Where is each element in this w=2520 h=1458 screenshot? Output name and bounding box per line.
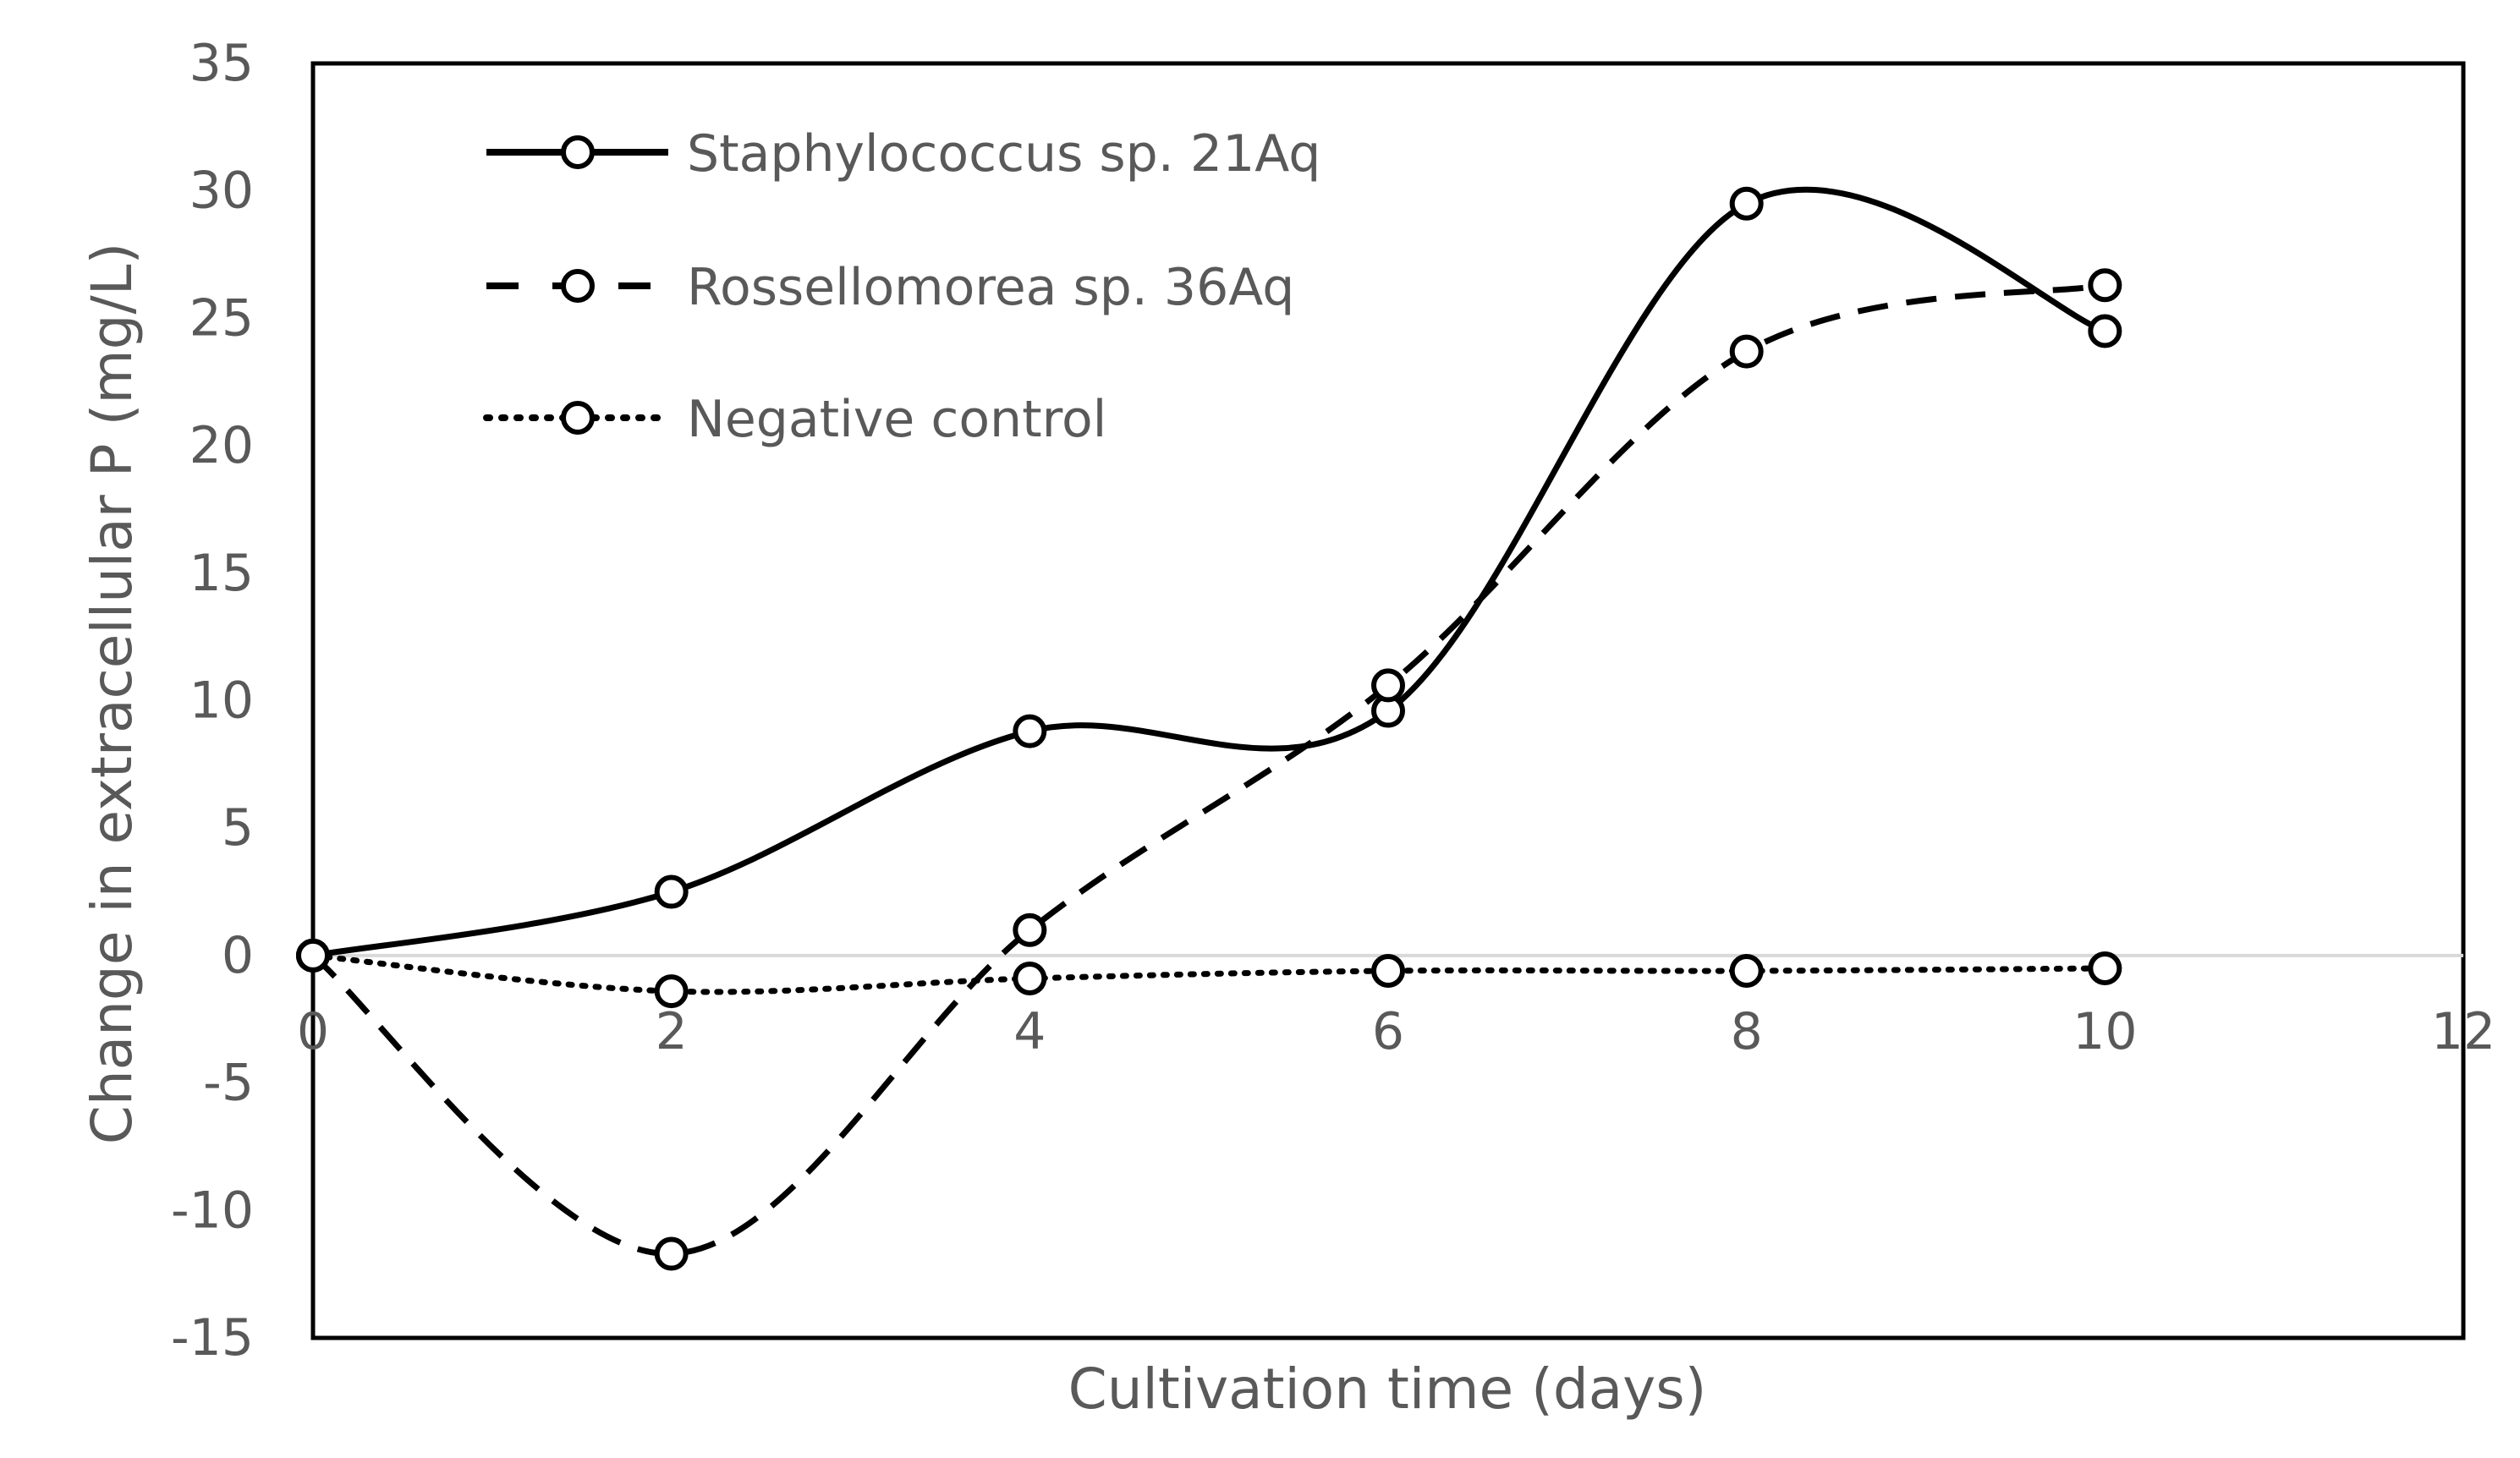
legend-marker: [561, 401, 595, 435]
x-tick-label: 6: [1372, 1002, 1404, 1061]
y-tick-label: 5: [222, 798, 254, 858]
data-point-marker: [1371, 953, 1405, 988]
data-point-marker: [1729, 953, 1764, 988]
y-axis-title: Change in extracellular P (mg/L): [80, 243, 145, 1145]
data-point-marker: [2088, 951, 2122, 985]
y-tick-label: 15: [189, 544, 254, 603]
y-tick-label: -10: [171, 1181, 254, 1240]
series-3: [296, 938, 2122, 1009]
y-tick-label: 30: [189, 162, 254, 221]
legend-label: Negative control: [687, 390, 1106, 449]
x-axis-title: Cultivation time (days): [1068, 1357, 1707, 1422]
data-point-marker: [1371, 668, 1405, 703]
legend-label: Rossellomorea sp. 36Aq: [687, 258, 1294, 317]
data-point-marker: [1729, 334, 1764, 369]
x-tick-label: 0: [297, 1002, 329, 1061]
x-tick-label: 4: [1013, 1002, 1046, 1061]
data-point-marker: [1013, 913, 1047, 947]
legend-marker: [561, 135, 595, 169]
y-tick-label: -5: [203, 1054, 254, 1113]
data-point-marker: [296, 938, 330, 973]
x-tick-label: 10: [2073, 1002, 2137, 1061]
plot-area-border: [310, 61, 2466, 1340]
legend-marker: [561, 269, 595, 303]
legend-item-2: Rossellomorea sp. 36Aq: [486, 258, 1294, 317]
series-line: [310, 282, 2105, 1258]
x-tick-label: 2: [656, 1002, 688, 1061]
legend-item-1: Staphylococcus sp. 21Aq: [486, 124, 1320, 184]
x-tick-label: 8: [1731, 1002, 1763, 1061]
y-tick-label: -15: [171, 1308, 254, 1368]
x-tick-label: 12: [2431, 1002, 2495, 1061]
series-line: [310, 952, 2108, 995]
legend-label: Staphylococcus sp. 21Aq: [687, 124, 1320, 184]
data-point-marker: [654, 974, 689, 1009]
data-point-marker: [2088, 268, 2122, 303]
data-point-marker: [1729, 186, 1764, 221]
y-tick-label: 10: [189, 671, 254, 731]
y-tick-label: 20: [189, 416, 254, 475]
data-point-marker: [2088, 314, 2122, 348]
data-point-marker: [1013, 962, 1047, 996]
data-point-marker: [1013, 714, 1047, 748]
y-tick-label: 35: [189, 34, 254, 93]
data-point-marker: [654, 1236, 689, 1271]
y-tick-label: 25: [189, 288, 254, 348]
legend-item-3: Negative control: [483, 390, 1106, 449]
y-tick-label: 0: [222, 926, 254, 985]
data-point-marker: [654, 874, 689, 909]
